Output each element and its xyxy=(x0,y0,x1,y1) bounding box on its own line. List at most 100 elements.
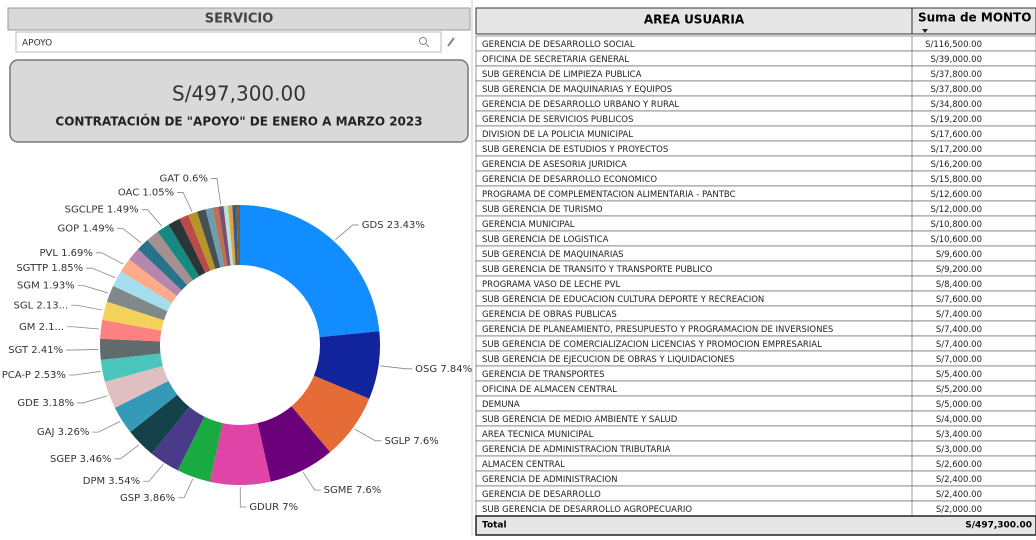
slice-label: GOP 1.49% xyxy=(58,224,115,235)
clear-icon[interactable] xyxy=(447,37,455,47)
donut-slice xyxy=(218,205,231,266)
donut-slice xyxy=(120,259,177,304)
card-caption: CONTRATACIÓN DE "APOYO" DE ENERO A MARZO… xyxy=(55,114,422,129)
leader-line xyxy=(92,421,121,433)
row-label: SUB GERENCIA DE COMERCIALIZACION LICENCI… xyxy=(482,340,822,350)
row-label: GERENCIA DE ADMINISTRACION xyxy=(482,475,618,485)
donut-slice xyxy=(130,394,190,454)
row-value: S/2,400.00 xyxy=(936,475,982,485)
row-label: SUB GERENCIA DE MEDIO AMBIENTE Y SALUD xyxy=(482,415,678,425)
slicer-search[interactable] xyxy=(15,31,442,53)
leader-line xyxy=(177,192,193,212)
slice-label: GDE 3.18% xyxy=(17,398,74,409)
donut-slice xyxy=(168,218,206,277)
row-value: S/7,400.00 xyxy=(936,340,982,350)
slice-label: PVL 1.69% xyxy=(39,248,92,259)
row-label: SUB GERENCIA DE MAQUINARIAS Y EQUIPOS xyxy=(482,85,672,95)
donut-slice xyxy=(104,366,169,408)
leader-line xyxy=(354,428,382,442)
slice-label: GM 2.1... xyxy=(19,322,64,333)
table-header xyxy=(475,7,1036,35)
slice-label: SGME 7.6% xyxy=(324,485,382,496)
slice-label: SGL 2.13... xyxy=(13,300,68,311)
donut-slice xyxy=(151,407,205,471)
leader-line xyxy=(66,349,99,351)
row-label: GERENCIA DE ADMINISTRACION TRIBUTARIA xyxy=(482,445,671,455)
row-label: SUB GERENCIA DE ESTUDIOS Y PROYECTOS xyxy=(482,145,668,155)
row-label: GERENCIA DE SERVICIOS PUBLICOS xyxy=(482,115,633,125)
donut-slice xyxy=(228,205,236,266)
row-label: SUB GERENCIA DE LOGISTICA xyxy=(482,235,609,245)
row-value: S/12,600.00 xyxy=(930,190,982,200)
donut-slice xyxy=(100,338,161,360)
leader-line xyxy=(143,464,164,482)
row-label: PROGRAMA DE COMPLEMENTACION ALIMENTARIA … xyxy=(482,190,736,200)
search-icon xyxy=(425,43,430,48)
donut-slice xyxy=(102,301,164,331)
leader-line xyxy=(77,285,109,294)
slice-label: SGT 2.41% xyxy=(8,345,63,356)
row-label: SUB GERENCIA DE EJECUCION DE OBRAS Y LIQ… xyxy=(482,355,734,365)
card xyxy=(9,59,469,143)
donut-slice xyxy=(100,353,163,382)
slice-label: GDS 23.43% xyxy=(362,220,425,231)
row-value: S/2,000.00 xyxy=(936,505,982,515)
row-value: S/5,400.00 xyxy=(936,370,982,380)
row-value: S/7,000.00 xyxy=(936,355,982,365)
row-label: GERENCIA DE DESARROLLO xyxy=(482,490,601,500)
slice-label: SGLP 7.6% xyxy=(384,436,438,447)
slicer-selection: APOYO xyxy=(22,39,52,49)
row-value: S/3,000.00 xyxy=(936,445,982,455)
row-value: S/5,000.00 xyxy=(936,400,982,410)
row-value: S/8,400.00 xyxy=(936,280,982,290)
card-value: S/497,300.00 xyxy=(172,82,306,106)
header-cell: AREA USUARIA xyxy=(644,13,745,27)
row-label: OFICINA DE ALMACEN CENTRAL xyxy=(482,385,617,395)
donut-slice xyxy=(177,416,223,482)
row-label: SUB GERENCIA DE TURISMO xyxy=(482,205,603,215)
leader-line xyxy=(380,365,413,370)
donut-slice xyxy=(291,375,370,453)
slice-label: OAC 1.05% xyxy=(118,188,174,199)
row-label: GERENCIA DE PLANEAMIENTO, PRESUPUESTO Y … xyxy=(482,325,833,335)
search-icon xyxy=(419,37,427,45)
row-label: GERENCIA DE DESARROLLO ECONOMICO xyxy=(482,175,657,185)
leader-line xyxy=(86,267,116,279)
row-label: SUB GERENCIA DE DESARROLLO AGROPECUARIO xyxy=(482,505,692,515)
row-label: PROGRAMA VASO DE LECHE PVL xyxy=(482,280,620,290)
leader-line xyxy=(141,209,163,227)
row-value: S/39,000.00 xyxy=(930,55,982,65)
leader-line xyxy=(71,304,103,311)
header-cell: Suma de MONTO xyxy=(918,11,1031,25)
donut-slice xyxy=(106,285,168,321)
row-value: S/7,400.00 xyxy=(936,325,982,335)
sort-arrow xyxy=(922,29,928,33)
slice-label: SGEP 3.46% xyxy=(50,454,111,465)
row-value: S/12,000.00 xyxy=(930,205,982,215)
row-label: DEMUNA xyxy=(482,400,520,410)
slice-label: SGCLPE 1.49% xyxy=(65,205,139,216)
row-value: S/7,400.00 xyxy=(936,310,982,320)
leader-line xyxy=(335,224,359,241)
row-value: S/17,600.00 xyxy=(930,130,982,140)
slice-label: PCA-P 2.53% xyxy=(2,370,66,381)
row-value: S/37,800.00 xyxy=(930,70,982,80)
total-value: S/497,300.00 xyxy=(965,521,1032,531)
row-value: S/15,800.00 xyxy=(930,175,982,185)
row-value: S/16,200.00 xyxy=(930,160,982,170)
donut-slice xyxy=(205,207,225,268)
donut-slice xyxy=(232,205,238,266)
row-label: OFICINA DE SECRETARIA GENERAL xyxy=(482,55,629,65)
donut-slice xyxy=(236,204,240,266)
row-value: S/34,800.00 xyxy=(930,100,982,110)
donut-slice xyxy=(196,209,221,269)
leader-line xyxy=(239,486,247,508)
donut-slice xyxy=(138,239,188,291)
row-label: GERENCIA MUNICIPAL xyxy=(482,220,575,230)
donut-slice xyxy=(157,224,200,281)
row-label: SUB GERENCIA DE TRANSITO Y TRANSPORTE PU… xyxy=(482,265,713,275)
total-label: Total xyxy=(482,521,507,531)
row-label: SUB GERENCIA DE EDUCACION CULTURA DEPORT… xyxy=(482,295,764,305)
